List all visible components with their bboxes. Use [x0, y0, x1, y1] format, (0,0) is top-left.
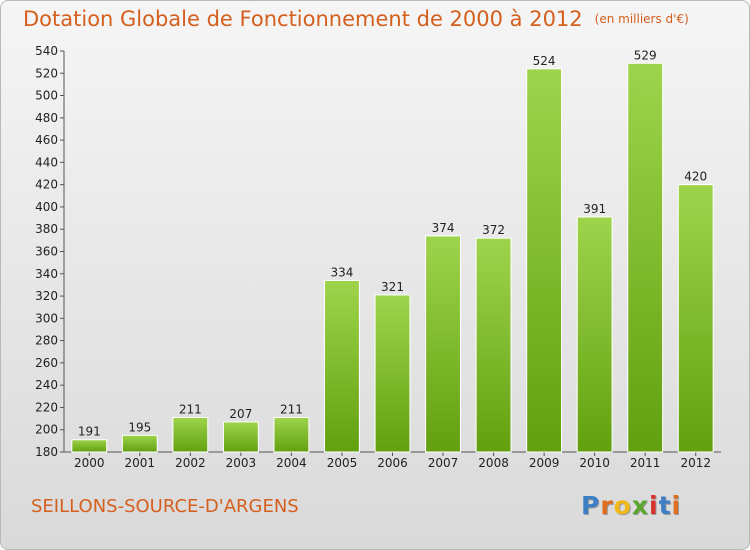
commune-name: SEILLONS-SOURCE-D'ARGENS: [31, 496, 299, 517]
x-tick-label-2011: 2011: [630, 456, 661, 470]
y-tick-label: 420: [35, 178, 58, 192]
x-tick-label-2007: 2007: [428, 456, 459, 470]
y-tick-label: 500: [35, 89, 58, 103]
y-tick-label: 360: [35, 245, 58, 259]
bar-2006: [374, 294, 411, 453]
x-tick-label-2001: 2001: [125, 456, 156, 470]
labels: 191 2000 195 2001 211 2002 207 2003 211 2004 334 20…: [74, 48, 711, 470]
y-tick-label: 220: [35, 400, 58, 414]
bar-2004: [273, 416, 310, 453]
value-label-2004: 211: [280, 402, 303, 416]
y-tick-label: 280: [35, 334, 58, 348]
bar-2007: [425, 235, 461, 453]
value-label-2009: 524: [533, 54, 556, 68]
y-tick-label: 520: [35, 66, 58, 80]
bar-2000: [71, 439, 108, 453]
proxiti-logo[interactable]: Proxiti: [581, 491, 681, 520]
x-tick-label-2003: 2003: [226, 456, 257, 470]
bar-2010: [576, 216, 613, 453]
y-tick-label: 240: [35, 378, 58, 392]
y-tick-label: 460: [35, 133, 58, 147]
x-tick-label-2002: 2002: [175, 456, 206, 470]
x-tick-label-2004: 2004: [276, 456, 307, 470]
x-tick-label-2005: 2005: [327, 456, 358, 470]
chart-title: Dotation Globale de Fonctionnement de 20…: [23, 7, 689, 31]
x-tick-label-2000: 2000: [74, 456, 105, 470]
axes: 180 200 220 240 260 280 300 320 340 360 380 400 420 4…: [35, 44, 721, 459]
bars: [71, 62, 714, 453]
y-tick-label: 440: [35, 155, 58, 169]
y-tick-label: 340: [35, 267, 58, 281]
value-label-2003: 207: [229, 407, 252, 421]
y-tick-label: 480: [35, 111, 58, 125]
logo-letter: o: [613, 491, 632, 520]
bar-2002: [172, 416, 209, 453]
logo-letter: i: [671, 491, 682, 520]
bar-2001: [121, 434, 158, 453]
y-tick-label: 200: [35, 423, 58, 437]
bar-2011: [627, 62, 664, 453]
x-tick-label-2009: 2009: [529, 456, 560, 470]
value-label-2005: 334: [331, 265, 354, 279]
value-label-2002: 211: [179, 402, 202, 416]
x-tick-label-2008: 2008: [478, 456, 509, 470]
bar-2008: [475, 237, 512, 453]
value-label-2000: 191: [78, 425, 101, 439]
bar-2012: [677, 184, 714, 453]
y-tick-label: 320: [35, 289, 58, 303]
y-tick-label: 180: [35, 445, 58, 459]
y-tick-label: 400: [35, 200, 58, 214]
bar-2009: [526, 68, 563, 453]
y-tick-label: 260: [35, 356, 58, 370]
value-label-2006: 321: [381, 280, 404, 294]
y-tick-label: 540: [35, 44, 58, 58]
logo-letter: x: [631, 491, 649, 520]
value-label-2011: 529: [634, 48, 657, 62]
title-text: Dotation Globale de Fonctionnement de 20…: [23, 7, 583, 31]
logo-letter: r: [600, 491, 614, 520]
x-tick-label-2006: 2006: [377, 456, 408, 470]
value-label-2008: 372: [482, 223, 505, 237]
unit-label: (en milliers d'€): [594, 12, 689, 26]
bar-2003: [222, 421, 259, 453]
value-label-2007: 374: [432, 221, 455, 235]
logo-letter: P: [581, 491, 601, 520]
x-tick-label-2012: 2012: [680, 456, 711, 470]
y-tick-label: 300: [35, 311, 58, 325]
logo-letter: i: [649, 491, 659, 520]
x-tick-label-2010: 2010: [579, 456, 610, 470]
logo-letter: t: [658, 491, 672, 520]
value-label-2010: 391: [583, 202, 606, 216]
value-label-2001: 195: [128, 420, 151, 434]
y-tick-label: 380: [35, 222, 58, 236]
value-label-2012: 420: [684, 170, 707, 184]
bar-2005: [324, 279, 360, 453]
